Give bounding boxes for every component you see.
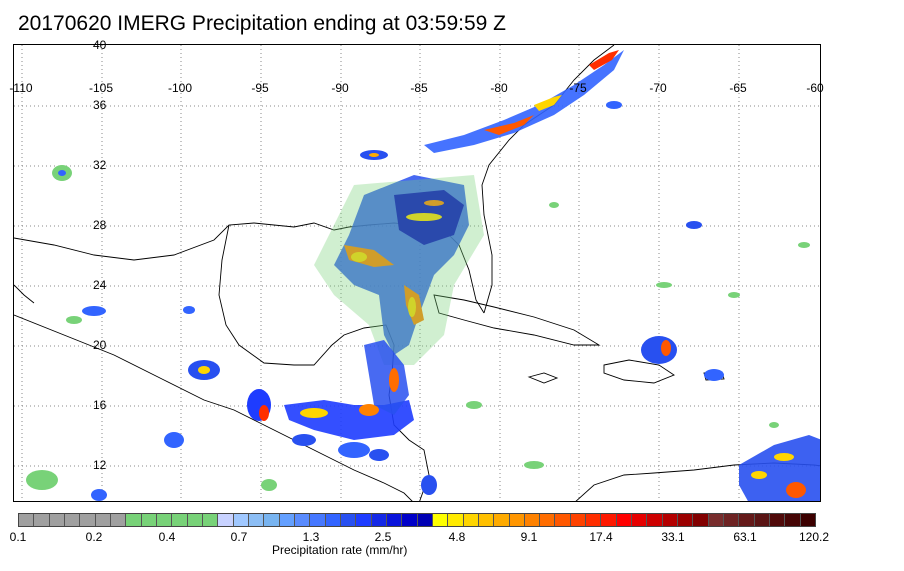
colorbar-swatch xyxy=(187,514,203,526)
colorbar-swatch xyxy=(110,514,127,526)
colorbar-swatch xyxy=(264,514,280,526)
lat-label: 12 xyxy=(93,458,107,472)
colorbar-swatch xyxy=(770,514,786,526)
colorbar-swatch xyxy=(678,514,694,526)
colorbar-swatch xyxy=(616,514,633,526)
lat-label: 16 xyxy=(93,398,107,412)
lon-label: -60 xyxy=(806,81,824,95)
lat-label: 20 xyxy=(93,338,107,352)
colorbar-swatch xyxy=(156,514,173,526)
colorbar-swatch xyxy=(785,514,801,526)
colorbar-tick: 33.1 xyxy=(661,530,685,544)
lon-label: -100 xyxy=(167,81,193,95)
colorbar-swatch xyxy=(325,514,341,526)
colorbar xyxy=(18,513,816,527)
colorbar-tick: 2.5 xyxy=(374,530,392,544)
lat-label: 32 xyxy=(93,158,107,172)
colorbar-swatch xyxy=(371,514,387,526)
colorbar-swatch xyxy=(448,514,464,526)
lon-label: -110 xyxy=(9,81,33,95)
colorbar-swatch xyxy=(509,514,525,526)
colorbar-swatch xyxy=(233,514,249,526)
colorbar-swatch xyxy=(310,514,326,526)
colorbar-swatch xyxy=(386,514,403,526)
colorbar-swatch xyxy=(19,514,35,526)
colorbar-swatch xyxy=(540,514,556,526)
colorbar-swatch xyxy=(555,514,571,526)
lat-label: 24 xyxy=(93,278,107,292)
rain-rate-shading xyxy=(26,50,820,501)
colorbar-swatch xyxy=(463,514,479,526)
lon-label: -70 xyxy=(649,81,667,95)
lon-label: -105 xyxy=(88,81,114,95)
colorbar-swatch xyxy=(356,514,372,526)
colorbar-swatch xyxy=(478,514,495,526)
colorbar-swatch xyxy=(95,514,111,526)
colorbar-swatch xyxy=(279,514,295,526)
colorbar-swatch xyxy=(524,514,541,526)
colorbar-swatch xyxy=(494,514,510,526)
colorbar-tick: 1.3 xyxy=(302,530,320,544)
colorbar-tick: 0.2 xyxy=(85,530,103,544)
colorbar-tick: 63.1 xyxy=(733,530,757,544)
colorbar-swatch xyxy=(417,514,433,526)
colorbar-tick: 0.7 xyxy=(230,530,248,544)
lon-label: -65 xyxy=(729,81,747,95)
lon-label: -95 xyxy=(251,81,269,95)
colorbar-swatch xyxy=(340,514,357,526)
precipitation-map xyxy=(13,44,821,502)
lon-label: -80 xyxy=(490,81,508,95)
colorbar-swatch xyxy=(708,514,725,526)
colorbar-tick: 0.4 xyxy=(158,530,176,544)
colorbar-swatch xyxy=(570,514,587,526)
colorbar-label: Precipitation rate (mm/hr) xyxy=(272,543,408,557)
colorbar-swatch xyxy=(724,514,740,526)
colorbar-tick: 4.8 xyxy=(448,530,466,544)
colorbar-tick: 120.2 xyxy=(798,530,830,544)
colorbar-swatch xyxy=(586,514,602,526)
colorbar-swatch xyxy=(141,514,157,526)
colorbar-swatch xyxy=(800,514,816,526)
colorbar-swatch xyxy=(218,514,234,526)
colorbar-swatch xyxy=(647,514,663,526)
colorbar-swatch xyxy=(34,514,50,526)
colorbar-swatch xyxy=(172,514,188,526)
colorbar-swatch xyxy=(739,514,755,526)
colorbar-swatch xyxy=(202,514,219,526)
colorbar-tick: 17.4 xyxy=(589,530,613,544)
lon-label: -85 xyxy=(410,81,428,95)
colorbar-swatch xyxy=(64,514,81,526)
colorbar-swatch xyxy=(601,514,617,526)
map-canvas xyxy=(14,45,820,501)
colorbar-swatch xyxy=(294,514,311,526)
lat-label: 36 xyxy=(93,98,107,112)
colorbar-tick: 0.1 xyxy=(9,530,27,544)
colorbar-swatch xyxy=(126,514,142,526)
colorbar-swatch xyxy=(662,514,679,526)
colorbar-swatch xyxy=(248,514,265,526)
colorbar-swatch xyxy=(80,514,96,526)
lat-label: 40 xyxy=(93,38,107,52)
colorbar-swatch xyxy=(693,514,709,526)
map-title: 20170620 IMERG Precipitation ending at 0… xyxy=(18,12,506,35)
colorbar-swatch xyxy=(402,514,418,526)
colorbar-swatch xyxy=(754,514,771,526)
colorbar-tick: 9.1 xyxy=(520,530,538,544)
lat-label: 28 xyxy=(93,218,107,232)
colorbar-swatch xyxy=(49,514,65,526)
lon-label: -75 xyxy=(569,81,587,95)
lon-label: -90 xyxy=(331,81,349,95)
colorbar-swatch xyxy=(632,514,648,526)
colorbar-swatch xyxy=(432,514,449,526)
